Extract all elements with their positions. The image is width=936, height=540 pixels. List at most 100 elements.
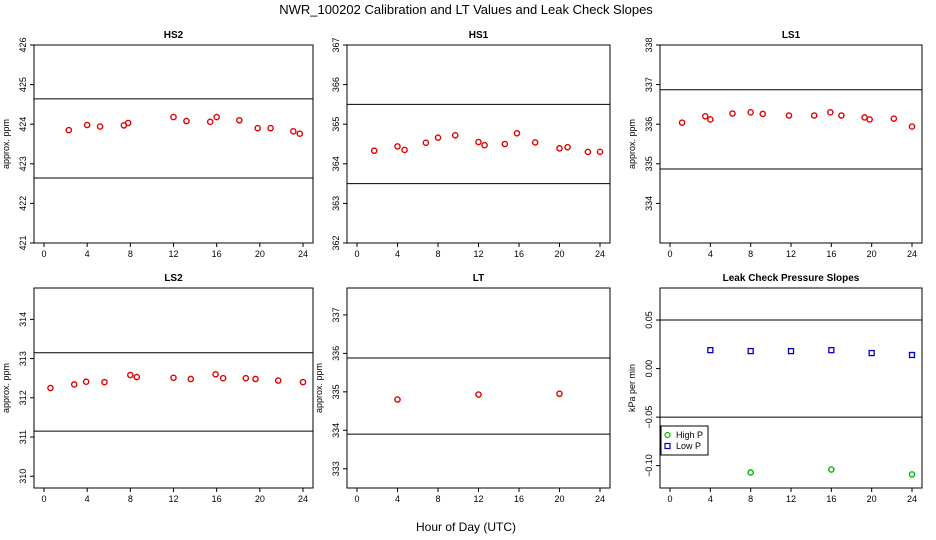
- x-tick-label: 0: [41, 494, 46, 504]
- x-tick-label: 12: [168, 494, 178, 504]
- x-tick-label: 8: [748, 494, 753, 504]
- x-tick-label: 8: [435, 494, 440, 504]
- x-tick-label: 12: [473, 494, 483, 504]
- x-tick-label: 24: [298, 494, 308, 504]
- x-tick-label: 4: [85, 494, 90, 504]
- y-tick-label: 312: [18, 390, 28, 405]
- y-tick-label: 425: [18, 77, 28, 92]
- data-point: [908, 471, 916, 478]
- data-point: [787, 347, 795, 355]
- data-point: [868, 349, 875, 357]
- x-tick-label: 20: [554, 494, 564, 504]
- x-tick-label: 12: [168, 249, 178, 259]
- x-tick-label: 20: [867, 249, 877, 259]
- y-tick-label: 366: [331, 77, 341, 92]
- data-point: [254, 124, 261, 132]
- panel-2: HS1 0 4 8 12 16 20 24 362 363 364 365 366 367: [331, 30, 611, 259]
- x-tick-label: 8: [435, 249, 440, 259]
- data-point: [394, 143, 401, 150]
- data-point: [133, 373, 141, 381]
- x-tick-label: 0: [667, 249, 672, 259]
- data-point: [212, 370, 219, 378]
- data-point: [219, 374, 227, 382]
- panel-title: LS1: [782, 30, 801, 41]
- y-tick-label: 333: [331, 461, 341, 476]
- legend-label: High P: [676, 430, 703, 440]
- x-tick-label: 20: [255, 494, 265, 504]
- x-tick-label: 24: [595, 249, 605, 259]
- data-point: [707, 116, 714, 123]
- data-point: [785, 112, 793, 119]
- legend-label: Low P: [676, 441, 701, 451]
- x-tick-label: 0: [354, 249, 359, 259]
- x-tick-label: 16: [514, 249, 524, 259]
- data-point: [531, 139, 539, 146]
- y-tick-label: 363: [331, 196, 341, 211]
- data-point: [65, 126, 73, 134]
- data-point: [370, 147, 378, 155]
- x-tick-label: 0: [354, 494, 359, 504]
- x-tick-label: 24: [907, 494, 917, 504]
- data-point: [213, 113, 220, 121]
- x-tick-label: 16: [514, 494, 524, 504]
- x-tick-label: 0: [41, 249, 46, 259]
- y-tick-label: 423: [18, 156, 28, 171]
- data-point: [47, 384, 54, 392]
- x-tick-label: 4: [85, 249, 90, 259]
- x-tick-label: 20: [867, 494, 877, 504]
- data-point: [556, 390, 563, 398]
- data-point: [127, 371, 134, 379]
- x-tick-label: 0: [667, 494, 672, 504]
- x-tick-label: 8: [748, 249, 753, 259]
- data-point: [729, 110, 736, 117]
- data-point: [296, 130, 304, 138]
- data-point: [170, 113, 177, 121]
- data-point: [101, 378, 108, 386]
- data-point: [747, 347, 754, 355]
- x-tick-label: 16: [826, 494, 836, 504]
- x-tick-label: 24: [907, 249, 917, 259]
- data-point: [707, 346, 714, 354]
- data-point: [564, 143, 571, 151]
- data-point: [422, 139, 430, 147]
- data-point: [828, 466, 835, 473]
- x-tick-label: 4: [395, 249, 400, 259]
- x-tick-label: 12: [473, 249, 483, 259]
- plot-frame: [659, 44, 923, 244]
- plot-frame: [346, 287, 611, 489]
- data-point: [866, 116, 873, 123]
- y-tick-label: 422: [18, 196, 28, 211]
- x-tick-label: 24: [298, 249, 308, 259]
- data-point: [451, 131, 459, 139]
- panel-title: HS2: [164, 30, 184, 41]
- x-axis-label: Hour of Day (UTC): [416, 520, 516, 534]
- panel-1: HS2 approx. ppm 0 4 8 12 16 20 24 421 422 423 424 425…: [1, 30, 314, 259]
- y-tick-label: −0.05: [644, 406, 654, 429]
- panel-title: LT: [473, 273, 484, 284]
- y-tick-label: 426: [18, 37, 28, 52]
- panel-5: LT approx. ppm 0 4 8 12 16 20 24 333 334 335 336 337: [314, 273, 611, 504]
- data-point: [481, 141, 488, 149]
- x-tick-label: 4: [395, 494, 400, 504]
- y-tick-label: 367: [331, 37, 341, 52]
- y-tick-label: 337: [644, 77, 654, 92]
- panel-3: LS1 approx. ppm 0 4 8 12 16 20 24 334 335 336 337 338: [627, 30, 923, 259]
- panel-4: LS2 approx. ppm 0 4 8 12 16 20 24 310 311 312 313 314: [1, 273, 314, 504]
- figure-title: NWR_100202 Calibration and LT Values and…: [279, 2, 653, 17]
- panel-6: Leak Check Pressure Slopes kPa per min 0 4 8…: [627, 273, 923, 504]
- data-point: [70, 381, 78, 388]
- y-axis-label: approx. ppm: [1, 363, 11, 413]
- data-point: [747, 469, 754, 476]
- y-tick-label: 310: [18, 469, 28, 484]
- data-point: [299, 378, 307, 386]
- y-tick-label: 421: [18, 235, 28, 250]
- panel-title: Leak Check Pressure Slopes: [723, 273, 860, 284]
- data-point: [434, 134, 442, 141]
- x-tick-label: 16: [212, 494, 222, 504]
- x-tick-label: 20: [255, 249, 265, 259]
- panel-title: LS2: [164, 273, 183, 284]
- y-tick-label: 334: [644, 196, 654, 211]
- data-point: [678, 119, 686, 126]
- y-tick-label: 336: [331, 346, 341, 361]
- x-tick-label: 12: [786, 249, 796, 259]
